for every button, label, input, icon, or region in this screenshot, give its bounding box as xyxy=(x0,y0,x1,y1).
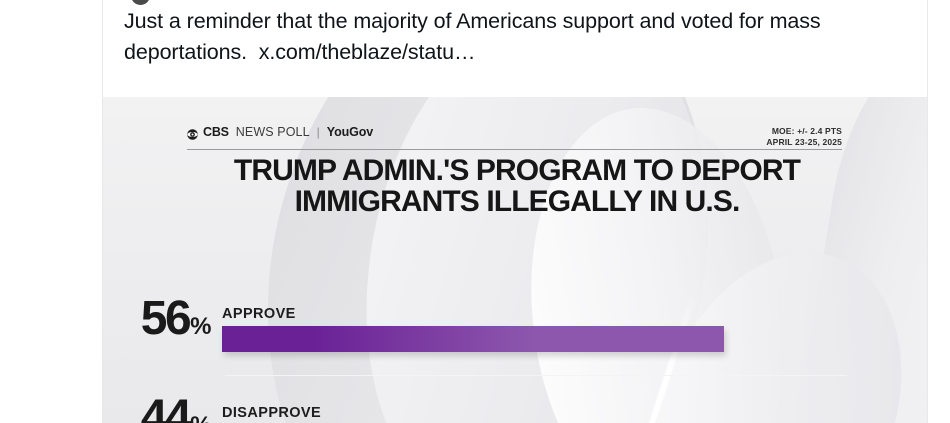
approve-percent: 56% xyxy=(133,295,212,352)
result-row-disapprove: 44% DISAPPROVE xyxy=(133,394,923,423)
percent-symbol: % xyxy=(190,412,211,423)
poll-brand: CBS NEWS POLL | YouGov xyxy=(187,125,374,140)
header-divider xyxy=(187,149,842,150)
poll-header: CBS NEWS POLL | YouGov MOE: +/- 2.4 PTS … xyxy=(187,125,842,148)
poll-headline: TRUMP ADMIN.'S PROGRAM TO DEPORT IMMIGRA… xyxy=(233,154,801,218)
cbs-eye-icon xyxy=(187,127,198,140)
brand-separator: | xyxy=(316,125,320,139)
brand-partner-label: YouGov xyxy=(326,125,374,139)
result-row-approve: 56% APPROVE xyxy=(133,295,923,352)
margin-of-error-label: MOE: +/- 2.4 PTS xyxy=(771,126,842,136)
field-dates-label: APRIL 23-25, 2025 xyxy=(766,137,842,147)
percent-symbol: % xyxy=(190,313,211,340)
brand-network-label: CBS xyxy=(203,125,229,139)
disapprove-value: 44 xyxy=(140,391,192,423)
result-divider xyxy=(225,375,847,376)
approve-bar-track xyxy=(222,326,923,352)
disapprove-bar-column: DISAPPROVE xyxy=(211,405,923,423)
approve-bar-fill xyxy=(222,326,725,352)
poll-meta: MOE: +/- 2.4 PTS APRIL 23-25, 2025 xyxy=(766,125,842,148)
post-text: Just a reminder that the majority of Ame… xyxy=(124,9,827,64)
avatar[interactable] xyxy=(131,0,150,5)
approve-bar-column: APPROVE xyxy=(211,306,923,352)
approve-value: 56 xyxy=(140,292,192,345)
poll-graphic: CBS NEWS POLL | YouGov MOE: +/- 2.4 PTS … xyxy=(103,97,927,423)
post-card: Just a reminder that the majority of Ame… xyxy=(102,0,928,423)
disapprove-label: DISAPPROVE xyxy=(222,405,322,421)
disapprove-percent: 44% xyxy=(133,394,212,423)
approve-label: APPROVE xyxy=(222,306,296,322)
brand-poll-label: NEWS POLL xyxy=(235,125,310,139)
